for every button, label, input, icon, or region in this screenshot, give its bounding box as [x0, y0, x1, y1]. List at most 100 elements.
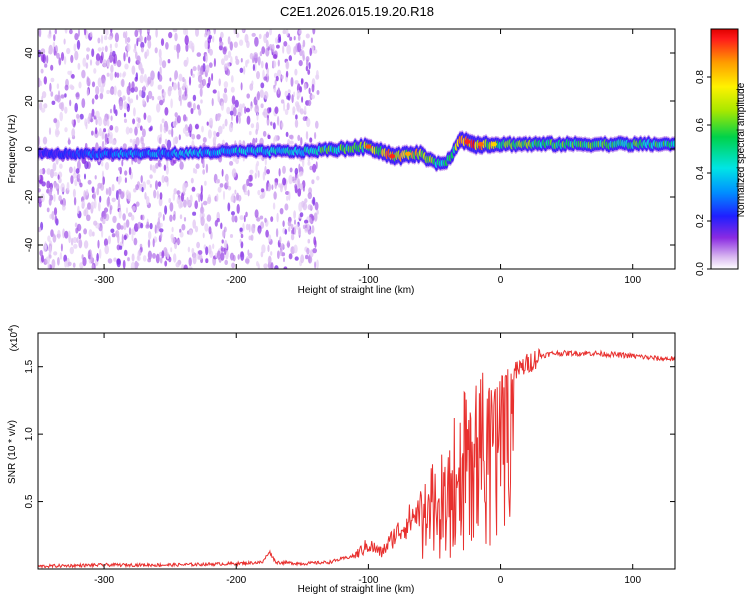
- noise-speckle: [147, 115, 152, 123]
- noise-speckle: [53, 118, 58, 124]
- noise-speckle: [218, 78, 221, 87]
- noise-speckle: [300, 137, 303, 146]
- noise-speckle: [156, 190, 159, 200]
- noise-speckle: [204, 223, 209, 232]
- y-tick-label: 0: [24, 146, 35, 152]
- noise-speckle: [282, 177, 287, 186]
- noise-speckle: [150, 70, 155, 81]
- noise-speckle: [221, 58, 225, 66]
- noise-speckle: [194, 123, 199, 130]
- noise-speckle: [91, 264, 95, 269]
- noise-speckle: [53, 207, 58, 216]
- noise-speckle: [76, 237, 79, 244]
- noise-speckle: [143, 73, 147, 83]
- x-tick-label: 0: [498, 575, 504, 586]
- noise-speckle: [196, 52, 202, 57]
- noise-speckle: [107, 258, 113, 264]
- noise-speckle: [158, 197, 163, 207]
- noise-speckle: [98, 201, 101, 212]
- noise-speckle: [49, 245, 52, 256]
- noise-speckle: [216, 218, 220, 223]
- noise-speckle: [119, 245, 123, 250]
- noise-speckle: [38, 188, 41, 193]
- noise-speckle: [189, 130, 192, 138]
- noise-speckle: [200, 216, 205, 227]
- noise-speckle: [152, 253, 156, 259]
- noise-speckle: [278, 36, 282, 42]
- noise-speckle: [248, 182, 253, 187]
- snr-x-axis-label: Height of straight line (km): [298, 584, 415, 595]
- noise-speckle: [198, 193, 201, 203]
- noise-speckle: [117, 89, 122, 98]
- noise-speckle: [161, 118, 165, 124]
- noise-speckle: [185, 43, 189, 52]
- y-tick-label: 20: [24, 95, 35, 107]
- noise-speckle: [144, 36, 147, 44]
- noise-speckle: [222, 93, 226, 99]
- noise-speckle: [246, 178, 250, 187]
- noise-speckle: [311, 83, 315, 93]
- noise-speckle: [222, 123, 225, 130]
- noise-speckle: [202, 200, 208, 206]
- noise-speckle: [188, 257, 192, 267]
- noise-speckle: [95, 110, 100, 119]
- noise-speckle: [61, 197, 66, 208]
- noise-speckle: [282, 165, 286, 174]
- noise-speckle: [198, 83, 202, 89]
- noise-speckle: [294, 256, 299, 261]
- noise-speckle: [134, 29, 139, 38]
- noise-speckle: [106, 72, 110, 77]
- noise-speckle: [157, 95, 162, 101]
- noise-speckle: [197, 74, 203, 83]
- noise-speckle: [157, 181, 162, 187]
- noise-speckle: [305, 33, 310, 39]
- noise-speckle: [173, 159, 177, 164]
- noise-speckle: [296, 223, 299, 230]
- noise-speckle: [71, 74, 75, 79]
- ridge-hotspot: [405, 151, 411, 156]
- noise-speckle: [87, 250, 91, 260]
- colorbar-tick-label: 0.0: [695, 262, 706, 276]
- noise-speckle: [108, 186, 112, 197]
- noise-speckle: [272, 54, 278, 59]
- noise-speckle: [51, 259, 56, 269]
- noise-speckle: [173, 253, 177, 263]
- noise-speckle: [79, 262, 84, 269]
- noise-speckle: [47, 33, 52, 39]
- noise-speckle: [130, 261, 135, 269]
- noise-speckle: [191, 133, 196, 140]
- noise-speckle: [276, 212, 279, 223]
- noise-speckle: [300, 254, 305, 264]
- noise-speckle: [207, 196, 212, 205]
- noise-speckle: [206, 121, 209, 126]
- snr-panel: -300 -200 -100 0 100 0.5 1.0 1.5 Height of str…: [7, 325, 676, 595]
- noise-speckle: [170, 98, 173, 109]
- noise-speckle: [196, 134, 201, 140]
- noise-speckle: [165, 123, 169, 132]
- noise-speckle: [164, 175, 169, 183]
- noise-speckle: [274, 178, 279, 183]
- noise-speckle: [223, 81, 229, 89]
- noise-speckle: [104, 135, 107, 146]
- noise-speckle: [265, 31, 270, 38]
- noise-speckle: [259, 194, 264, 199]
- noise-speckle: [194, 200, 198, 210]
- noise-speckle: [128, 227, 132, 236]
- noise-speckle: [255, 128, 258, 135]
- noise-speckle: [60, 52, 65, 61]
- noise-speckle: [100, 216, 104, 222]
- noise-speckle: [118, 175, 122, 183]
- noise-speckle: [239, 67, 244, 74]
- noise-speckle: [139, 74, 144, 84]
- noise-speckle: [293, 244, 298, 254]
- noise-speckle: [284, 228, 288, 235]
- noise-speckle: [240, 251, 245, 261]
- noise-speckle: [172, 82, 177, 91]
- noise-speckle: [300, 78, 304, 85]
- noise-speckle: [153, 189, 157, 199]
- noise-speckle: [68, 137, 70, 145]
- noise-speckle: [261, 46, 266, 55]
- noise-speckle: [176, 49, 180, 60]
- noise-speckle: [170, 247, 173, 253]
- noise-speckle: [96, 252, 99, 262]
